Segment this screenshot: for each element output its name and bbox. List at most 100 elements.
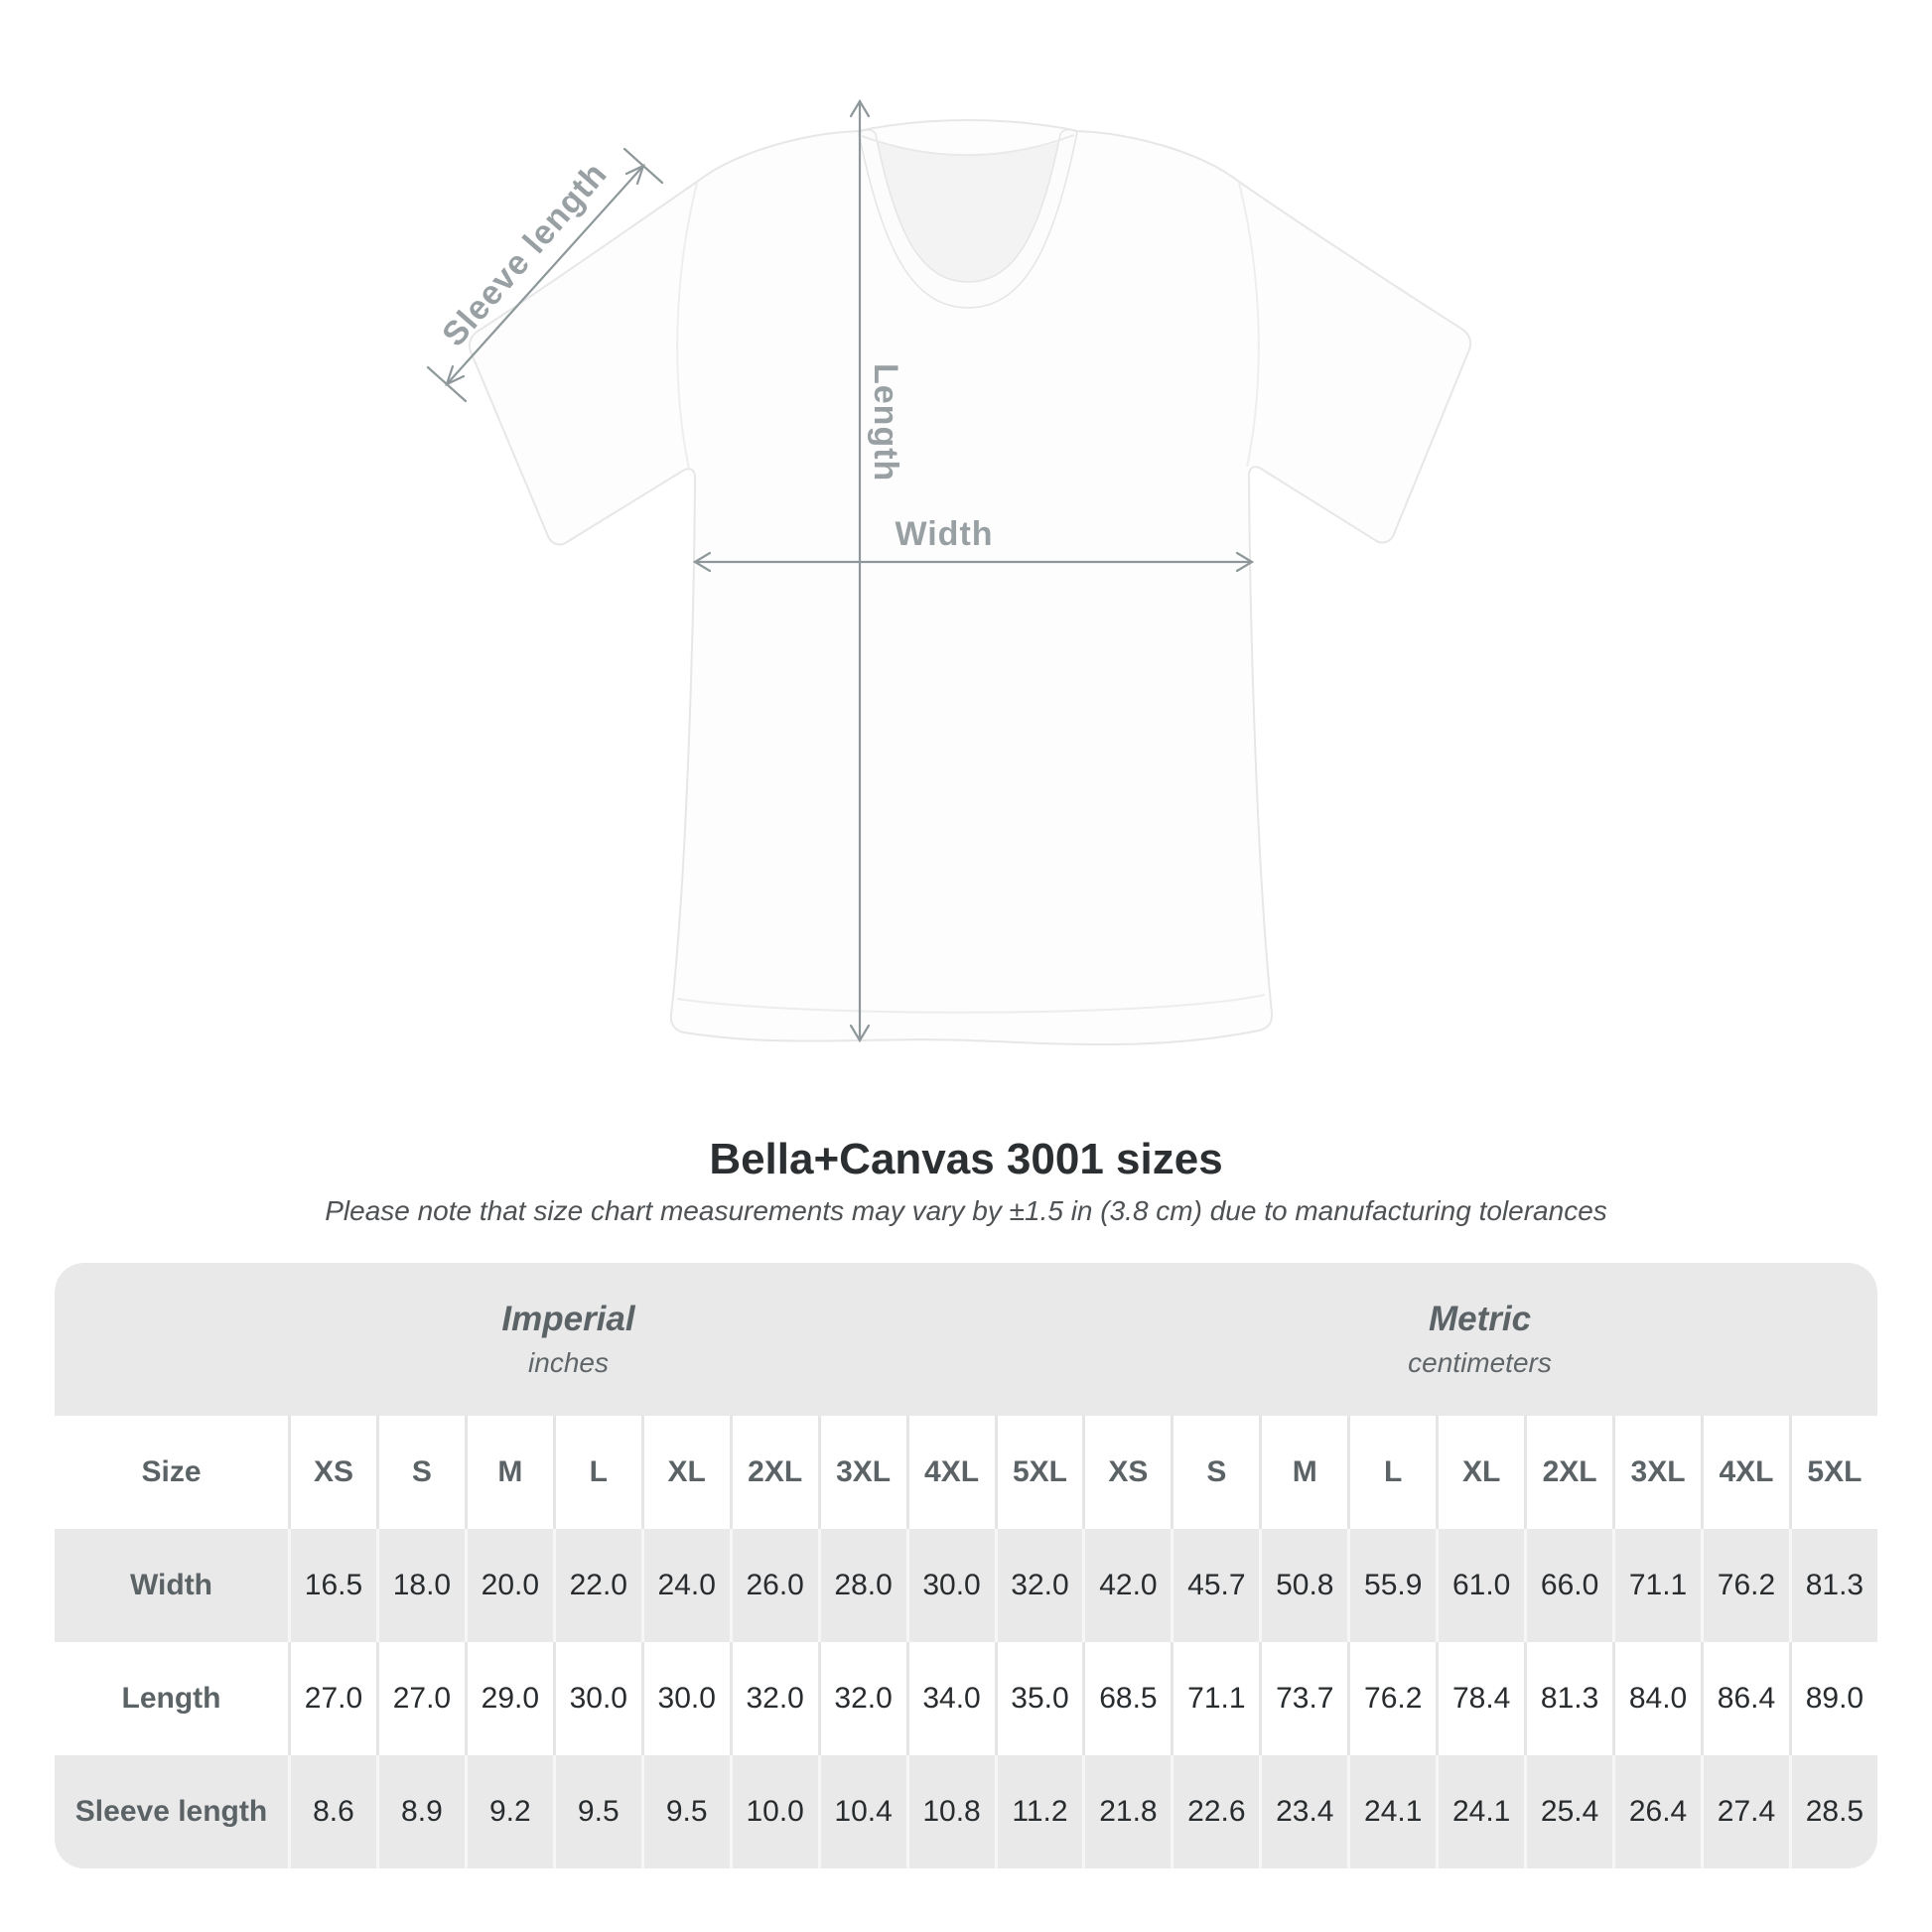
metric-unit-label: centimeters [1408,1347,1552,1378]
size-value-cell: 9.5 [640,1755,730,1868]
size-value-cell: 50.8 [1259,1529,1347,1642]
size-column-header-imperial: XS [288,1416,376,1529]
size-column-header-metric: L [1347,1416,1436,1529]
size-value-cell: 8.6 [288,1755,376,1868]
size-value-cell: 27.0 [288,1642,376,1755]
size-column-header-metric: M [1259,1416,1347,1529]
size-column-header-metric: 5XL [1788,1416,1877,1529]
size-value-cell: 45.7 [1171,1529,1259,1642]
size-header-label: Size [141,1455,202,1488]
size-column-header-imperial: 5XL [994,1416,1083,1529]
size-value-cell: 10.8 [905,1755,995,1868]
unit-group-imperial: Imperial inches [55,1263,1082,1416]
size-value-cell: 23.4 [1259,1755,1347,1868]
size-value-cell: 32.0 [817,1642,906,1755]
size-value-cell: 30.0 [905,1529,995,1642]
size-value-cell: 27.0 [375,1642,465,1755]
size-value-cell: 84.0 [1612,1642,1701,1755]
measurement-row: Sleeve length 8.6 8.9 9.2 9.5 9.5 10.0 10.4 10.8… [55,1755,1877,1868]
size-column-header-imperial: M [464,1416,553,1529]
size-value-cell: 71.1 [1171,1642,1259,1755]
size-table: Imperial inches Metric centimeters Size X… [55,1263,1877,1868]
size-column-header-imperial: L [552,1416,641,1529]
size-column-header-metric: 3XL [1612,1416,1701,1529]
sleeve-length-dimension-arrow [426,147,664,403]
size-value-cell: 9.5 [552,1755,641,1868]
size-value-cell: 32.0 [729,1642,818,1755]
left-sleeve-seam [676,182,698,470]
size-value-cell: 10.4 [817,1755,906,1868]
length-dimension-arrow [849,98,871,1043]
imperial-label: Imperial [501,1300,635,1338]
page-title: Bella+Canvas 3001 sizes [709,1135,1223,1183]
size-value-cell: 73.7 [1259,1642,1347,1755]
size-column-header-metric: 4XL [1701,1416,1789,1529]
size-column-header-metric: XL [1436,1416,1524,1529]
size-value-cell: 76.2 [1701,1529,1789,1642]
size-column-header-imperial: S [375,1416,465,1529]
size-value-cell: 20.0 [464,1529,553,1642]
size-value-cell: 16.5 [288,1529,376,1642]
size-value-cell: 9.2 [464,1755,553,1868]
back-collar-seam [861,134,1075,157]
size-value-cell: 35.0 [994,1642,1083,1755]
size-value-cell: 78.4 [1436,1642,1524,1755]
measurement-row: Width 16.5 18.0 20.0 22.0 24.0 26.0 28.0 30.0 32.… [55,1529,1877,1642]
tshirt-body [468,118,1472,1046]
metric-label: Metric [1428,1300,1532,1338]
size-value-cell: 11.2 [994,1755,1083,1868]
size-value-cell: 86.4 [1701,1642,1789,1755]
size-value-cell: 8.9 [375,1755,465,1868]
size-value-cell: 18.0 [375,1529,465,1642]
size-value-cell: 81.3 [1524,1642,1612,1755]
size-value-cell: 71.1 [1612,1529,1701,1642]
size-value-cell: 76.2 [1347,1642,1436,1755]
unit-group-metric: Metric centimeters [1082,1263,1877,1416]
size-value-cell: 10.0 [729,1755,818,1868]
size-value-cell: 24.0 [640,1529,730,1642]
length-dimension-label: Length [867,363,904,483]
size-value-cell: 28.5 [1788,1755,1877,1868]
hem-stitch-line [676,994,1266,1014]
size-value-cell: 32.0 [994,1529,1083,1642]
unit-header-row: Imperial inches Metric centimeters [55,1263,1877,1416]
size-value-cell: 21.8 [1082,1755,1171,1868]
width-dimension-label: Width [895,515,994,553]
size-value-cell: 30.0 [552,1642,641,1755]
size-value-cell: 22.6 [1171,1755,1259,1868]
size-value-cell: 68.5 [1082,1642,1171,1755]
row-label: Width [129,1569,213,1601]
size-column-header-metric: 2XL [1524,1416,1612,1529]
row-label: Length [121,1682,221,1715]
size-value-cell: 81.3 [1788,1529,1877,1642]
size-value-cell: 55.9 [1347,1529,1436,1642]
size-value-cell: 25.4 [1524,1755,1612,1868]
size-value-cell: 89.0 [1788,1642,1877,1755]
size-value-cell: 26.0 [729,1529,818,1642]
size-value-cell: 61.0 [1436,1529,1524,1642]
tshirt-diagram [426,98,1472,1046]
collar-band [858,128,1078,309]
size-table-grid: Size XS S M L XL 2XL 3XL 4XL 5XL XS S M L XL 2XL 3XL 4XL 5… [55,1416,1877,1868]
size-value-cell: 26.4 [1612,1755,1701,1868]
size-value-cell: 42.0 [1082,1529,1171,1642]
size-column-header-imperial: 3XL [817,1416,906,1529]
size-header-row: Size XS S M L XL 2XL 3XL 4XL 5XL XS S M L XL 2XL 3XL 4XL 5… [55,1416,1877,1529]
size-value-cell: 66.0 [1524,1529,1612,1642]
size-column-header-metric: S [1171,1416,1259,1529]
right-sleeve-seam [1238,182,1260,468]
size-value-cell: 34.0 [905,1642,995,1755]
width-dimension-arrow [692,551,1255,573]
size-value-cell: 22.0 [552,1529,641,1642]
measurement-row: Length 27.0 27.0 29.0 30.0 30.0 32.0 32.0 34.0 35… [55,1642,1877,1755]
size-column-header-imperial: XL [640,1416,730,1529]
size-value-cell: 24.1 [1436,1755,1524,1868]
size-value-cell: 28.0 [817,1529,906,1642]
size-column-header-imperial: 2XL [729,1416,818,1529]
size-column-header-imperial: 4XL [905,1416,995,1529]
tolerance-note: Please note that size chart measurements… [325,1195,1607,1226]
size-value-cell: 30.0 [640,1642,730,1755]
size-value-cell: 27.4 [1701,1755,1789,1868]
size-value-cell: 29.0 [464,1642,553,1755]
